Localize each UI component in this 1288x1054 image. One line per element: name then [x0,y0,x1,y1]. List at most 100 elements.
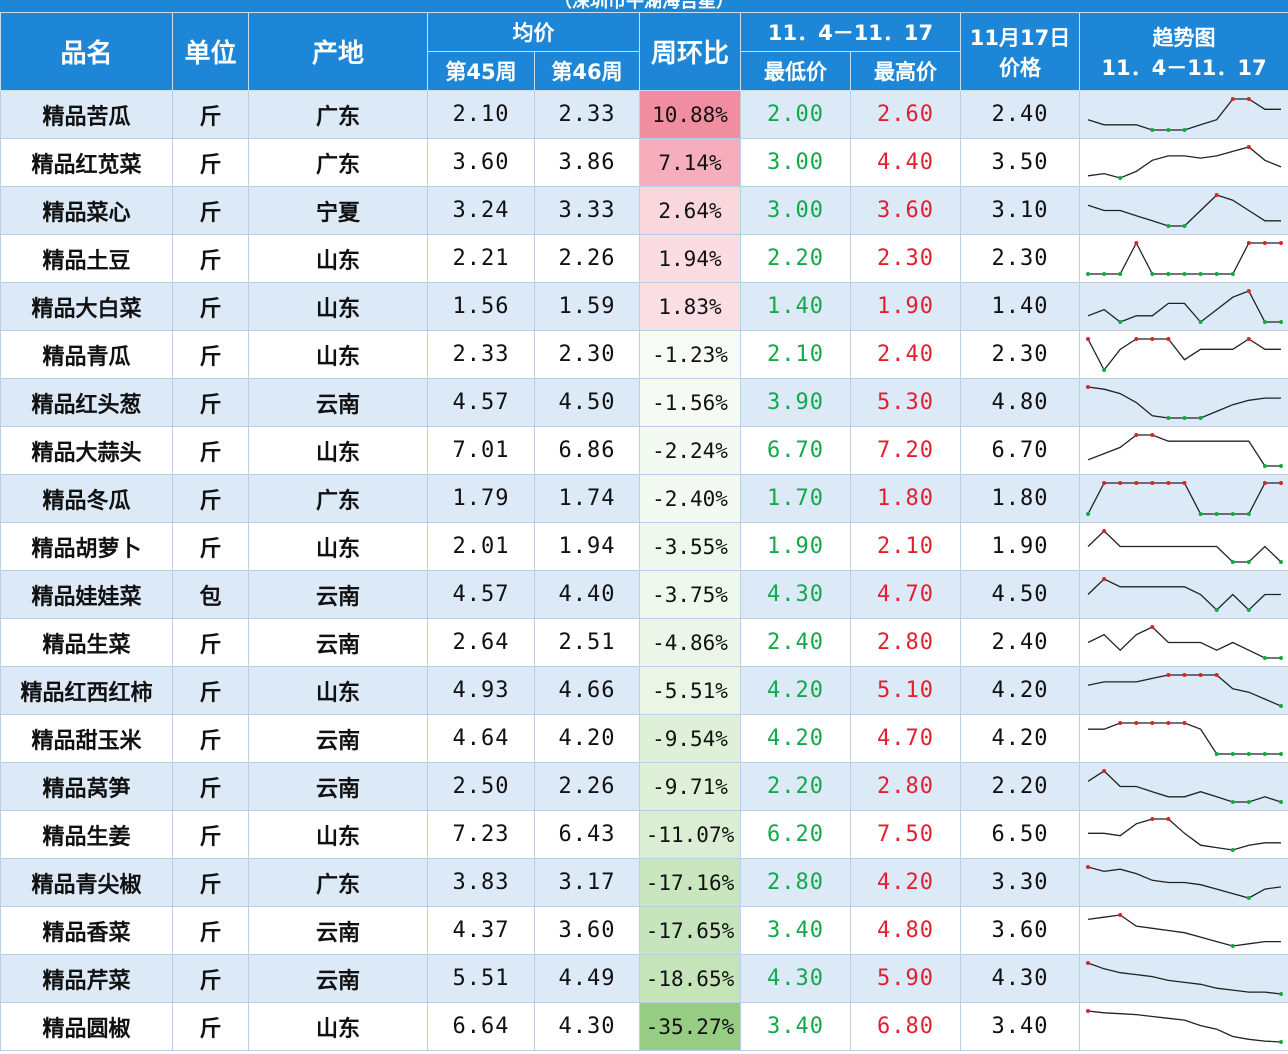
row-price: 4.80 [960,378,1081,427]
row-wow: -17.16% [639,858,741,907]
row-name: 精品大白菜 [0,282,173,331]
row-min: 6.70 [740,426,851,475]
sparkline-high-point [1134,241,1139,245]
sparkline-high-point [1246,289,1251,293]
row-name: 精品冬瓜 [0,474,173,523]
sparkline-high-point [1118,913,1123,917]
row-trend [1079,522,1288,571]
row-week46: 3.60 [534,906,640,955]
table-row: 精品土豆斤山东 2.21 2.26 1.94% 2.20 2.30 2.30 [0,234,1288,283]
sparkline-low-point [1214,752,1219,756]
row-origin: 云南 [248,570,428,619]
sparkline-high-point [1102,577,1107,581]
row-origin: 宁夏 [248,186,428,235]
row-max: 2.10 [849,522,962,571]
row-week45: 2.50 [427,762,535,811]
row-origin: 山东 [248,330,428,379]
sparkline-high-point [1086,1009,1091,1013]
table-row: 精品芹菜斤云南 5.51 4.49 -18.65% 4.30 5.90 4.30 [0,954,1288,1003]
row-max: 5.30 [849,378,962,427]
row-wow: -17.65% [639,906,741,955]
sparkline-line [1088,241,1282,275]
sparkline-low-point [1230,944,1235,948]
sparkline-line [1088,818,1282,851]
row-week45: 6.64 [427,1002,535,1051]
table-row: 精品圆椒斤山东 6.64 4.30 -35.27% 3.40 6.80 3.40 [0,1002,1288,1051]
row-price: 3.50 [960,138,1081,187]
sparkline-high-point [1134,433,1139,437]
header-week46: 第46周 [534,51,640,91]
caption-bar: （深圳市平湖海吉星） [0,0,1288,12]
sparkline-low-point [1182,272,1187,276]
row-trend [1079,378,1288,427]
row-unit: 斤 [172,954,249,1003]
row-unit: 包 [172,570,249,619]
row-price: 2.40 [960,618,1081,667]
row-min: 1.90 [740,522,851,571]
row-week45: 4.64 [427,714,535,763]
sparkline-line [1087,194,1282,227]
sparkline-line [1087,146,1282,179]
sparkline-line [1087,626,1282,659]
row-origin: 山东 [248,234,428,283]
row-min: 3.00 [740,138,851,187]
sparkline-high-point [1150,337,1155,341]
sparkline-high-point [1166,817,1171,821]
row-price: 2.20 [960,762,1081,811]
row-price: 6.50 [960,810,1081,859]
sparkline-line [1087,530,1282,563]
row-name: 精品苦瓜 [0,90,173,139]
sparkline-low-point [1230,272,1235,276]
row-week46: 1.94 [534,522,640,571]
row-unit: 斤 [172,426,249,475]
row-unit: 斤 [172,1002,249,1051]
row-week45: 4.57 [427,570,535,619]
row-week46: 1.74 [534,474,640,523]
row-min: 6.20 [740,810,851,859]
table-row: 精品苦瓜斤广东 2.10 2.33 10.88% 2.00 2.60 2.40 [0,90,1288,139]
row-max: 2.30 [849,234,962,283]
row-week46: 4.20 [534,714,640,763]
row-min: 4.20 [740,666,851,715]
row-trend [1079,426,1288,475]
row-unit: 斤 [172,90,249,139]
row-origin: 云南 [248,618,428,667]
sparkline-high-point [1150,625,1155,629]
sparkline-line [1087,386,1282,419]
sparkline [1086,337,1282,372]
row-min: 2.00 [740,90,851,139]
sparkline-low-point [1118,320,1123,324]
row-week45: 2.10 [427,90,535,139]
row-min: 1.40 [740,282,851,331]
row-origin: 山东 [248,1002,428,1051]
row-max: 3.60 [849,186,962,235]
sparkline-low-point [1086,512,1091,516]
row-name: 精品大蒜头 [0,426,173,475]
row-min: 2.10 [740,330,851,379]
header-trend-line2: 11．4－11．17 [1101,55,1267,80]
sparkline [1087,673,1284,708]
row-week45: 2.21 [427,234,535,283]
sparkline-line [1087,290,1282,323]
row-max: 4.70 [849,570,962,619]
sparkline-high-point [1246,241,1251,245]
row-week46: 4.30 [534,1002,640,1051]
row-week45: 7.23 [427,810,535,859]
row-max: 2.40 [849,330,962,379]
sparkline-low-point [1214,608,1219,612]
sparkline-high-point [1134,337,1139,341]
row-week46: 4.50 [534,378,640,427]
row-week46: 4.40 [534,570,640,619]
row-trend [1079,330,1288,379]
sparkline-low-point [1262,320,1267,324]
header-unit: 单位 [172,12,249,91]
row-min: 2.40 [740,618,851,667]
row-trend [1079,666,1288,715]
row-unit: 斤 [172,666,249,715]
sparkline-high-point [1166,721,1171,725]
row-price: 1.80 [960,474,1081,523]
row-trend [1079,138,1288,187]
row-name: 精品芹菜 [0,954,173,1003]
row-origin: 山东 [248,522,428,571]
sparkline-high-point [1134,721,1139,725]
